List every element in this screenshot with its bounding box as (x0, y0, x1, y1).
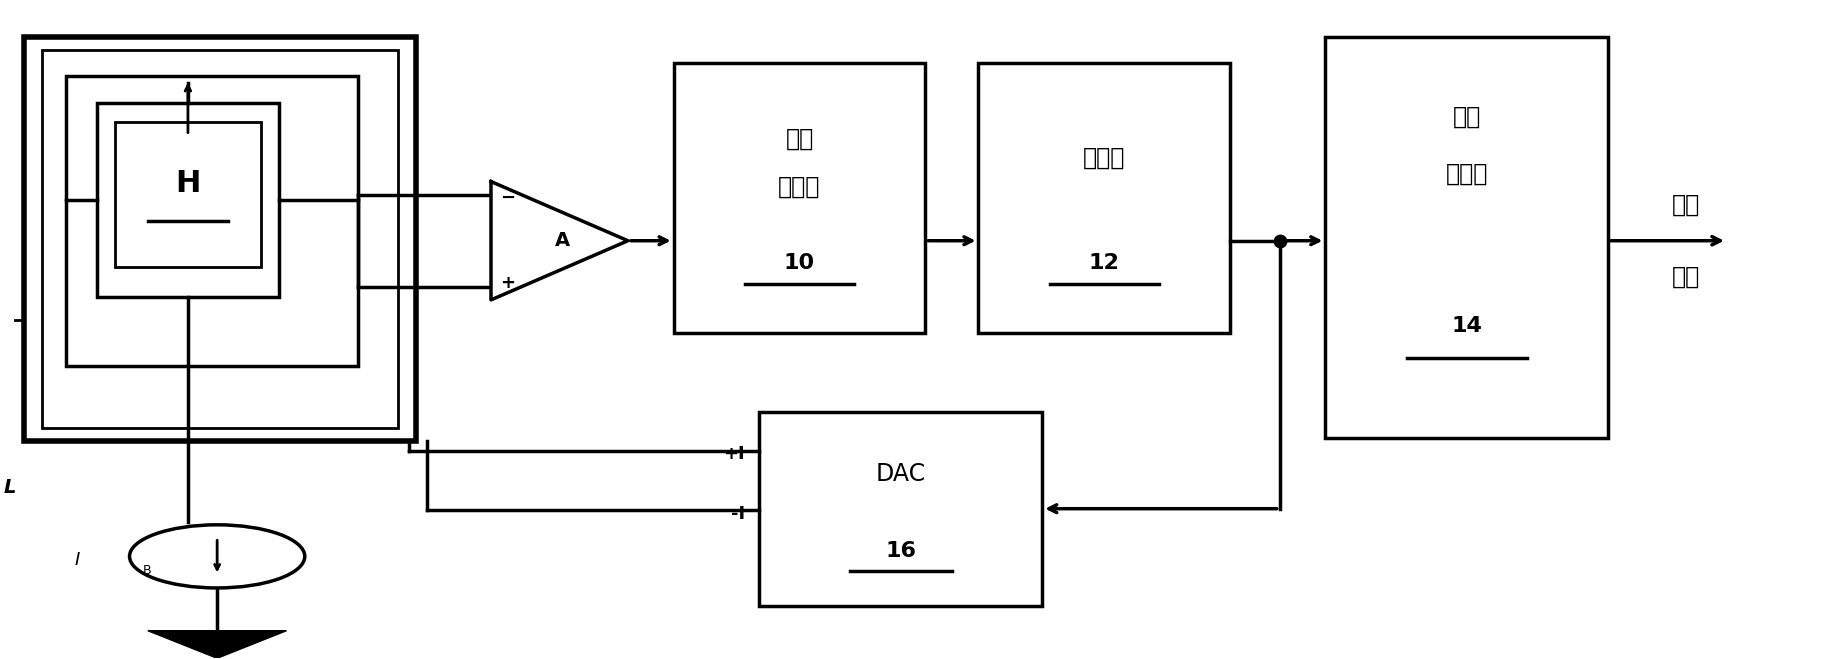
Text: +: + (501, 274, 515, 293)
Text: 编码器: 编码器 (1084, 146, 1126, 169)
Text: 环路: 环路 (786, 127, 813, 151)
Circle shape (130, 525, 305, 588)
Text: -I: -I (731, 505, 744, 523)
Bar (759, 412, 1042, 606)
Text: 滤波器: 滤波器 (1446, 161, 1488, 185)
Bar (978, 63, 1230, 333)
Text: 10: 10 (784, 252, 815, 273)
Text: DAC: DAC (876, 462, 927, 486)
Text: 16: 16 (885, 542, 916, 561)
Text: I: I (75, 551, 80, 569)
Text: B: B (143, 564, 152, 577)
Bar (66, 76, 358, 366)
Text: 14: 14 (1451, 316, 1483, 335)
Text: L: L (4, 478, 16, 497)
Bar (115, 123, 261, 267)
Text: H: H (175, 169, 201, 198)
Bar (1325, 37, 1609, 438)
Bar (673, 63, 925, 333)
Text: 数字: 数字 (1453, 105, 1481, 129)
Bar (42, 50, 399, 428)
Text: A: A (554, 231, 570, 250)
Bar (97, 103, 280, 297)
Polygon shape (148, 631, 287, 658)
Bar (24, 37, 417, 442)
Text: 输出: 输出 (1673, 265, 1700, 289)
Text: +I: +I (724, 445, 744, 463)
Text: −: − (501, 189, 515, 207)
Polygon shape (492, 181, 627, 300)
Text: 滤波器: 滤波器 (779, 175, 821, 199)
Text: 数字: 数字 (1673, 192, 1700, 217)
Text: 12: 12 (1089, 252, 1121, 273)
